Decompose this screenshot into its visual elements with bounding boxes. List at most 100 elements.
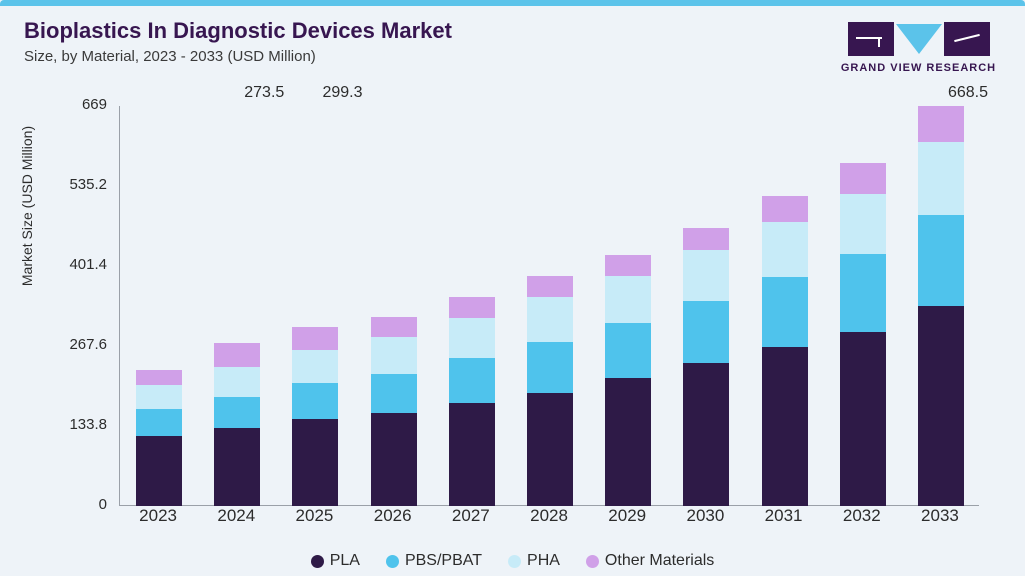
segment-pha-2023[interactable] (136, 385, 182, 409)
chart-title: Bioplastics In Diagnostic Devices Market (24, 18, 784, 44)
x-label-0: 2023 (119, 506, 197, 536)
x-label-8: 2031 (745, 506, 823, 536)
legend-dot-pbs-icon (386, 555, 399, 568)
chart-area: Market Size (USD Million) 0 133.8 267.6 … (24, 96, 1001, 552)
legend-label-pha: PHA (527, 552, 560, 570)
segment-other-2031[interactable] (762, 196, 808, 222)
segment-other-2025[interactable] (292, 327, 338, 350)
segment-pha-2026[interactable] (371, 337, 417, 374)
segment-pha-2033[interactable] (918, 142, 964, 214)
segment-pbs-2028[interactable] (527, 342, 573, 393)
legend-item-pha[interactable]: PHA (508, 552, 560, 570)
legend-dot-pla-icon (311, 555, 324, 568)
y-tick-4: 535.2 (32, 176, 107, 193)
bar-stack-2026[interactable] (371, 317, 417, 506)
segment-pha-2032[interactable] (840, 194, 886, 254)
segment-pla-2027[interactable] (449, 403, 495, 506)
bar-stack-2023[interactable] (136, 370, 182, 506)
legend-item-pbs[interactable]: PBS/PBAT (386, 552, 482, 570)
bar-col-2030 (667, 106, 745, 506)
bars-container: 273.5 299.3 (120, 106, 980, 506)
segment-pbs-2026[interactable] (371, 374, 417, 413)
segment-pla-2028[interactable] (527, 393, 573, 506)
segment-pla-2025[interactable] (292, 419, 338, 506)
segment-pbs-2033[interactable] (918, 215, 964, 307)
plot-area: 0 133.8 267.6 401.4 535.2 669 (119, 106, 979, 506)
segment-pla-2032[interactable] (840, 332, 886, 506)
segment-pbs-2030[interactable] (683, 301, 729, 363)
y-tick-2: 267.6 (32, 336, 107, 353)
segment-pha-2031[interactable] (762, 222, 808, 277)
segment-pbs-2032[interactable] (840, 254, 886, 332)
logo-triangle-icon (896, 24, 942, 54)
x-label-1: 2024 (197, 506, 275, 536)
segment-pbs-2024[interactable] (214, 397, 260, 429)
segment-pha-2025[interactable] (292, 350, 338, 384)
legend-item-pla[interactable]: PLA (311, 552, 360, 570)
y-tick-3: 401.4 (32, 256, 107, 273)
segment-other-2033[interactable] (918, 106, 964, 142)
y-tick-5: 669 (32, 96, 107, 113)
bar-col-2025: 299.3 (276, 106, 354, 506)
bar-stack-2029[interactable] (605, 255, 651, 506)
segment-pbs-2025[interactable] (292, 383, 338, 419)
segment-pbs-2029[interactable] (605, 323, 651, 378)
bar-stack-2027[interactable] (449, 297, 495, 506)
segment-pbs-2031[interactable] (762, 277, 808, 347)
segment-other-2026[interactable] (371, 317, 417, 337)
logo-right-bracket-icon (944, 22, 990, 56)
x-label-4: 2027 (432, 506, 510, 536)
segment-pla-2030[interactable] (683, 363, 729, 506)
x-axis-labels: 2023 2024 2025 2026 2027 2028 2029 2030 … (119, 506, 979, 536)
legend-item-other[interactable]: Other Materials (586, 552, 714, 570)
bar-col-2032 (824, 106, 902, 506)
segment-pla-2033[interactable] (918, 306, 964, 506)
bar-col-2033: 668.5 (902, 106, 980, 506)
chart-subtitle: Size, by Material, 2023 - 2033 (USD Mill… (24, 48, 784, 65)
bar-stack-2030[interactable] (683, 228, 729, 506)
legend-label-other: Other Materials (605, 552, 714, 570)
segment-other-2029[interactable] (605, 255, 651, 276)
segment-pbs-2027[interactable] (449, 358, 495, 403)
legend-label-pbs: PBS/PBAT (405, 552, 482, 570)
segment-pla-2029[interactable] (605, 378, 651, 506)
top-accent-bar (0, 0, 1025, 6)
segment-other-2027[interactable] (449, 297, 495, 318)
segment-other-2023[interactable] (136, 370, 182, 385)
x-label-3: 2026 (354, 506, 432, 536)
bar-stack-2024[interactable]: 273.5 (214, 342, 260, 506)
bar-stack-2028[interactable] (527, 276, 573, 506)
segment-other-2028[interactable] (527, 276, 573, 297)
bar-stack-2025[interactable]: 299.3 (292, 327, 338, 506)
logo-text: GRAND VIEW RESEARCH (836, 62, 1001, 74)
segment-other-2032[interactable] (840, 163, 886, 194)
segment-pha-2029[interactable] (605, 276, 651, 323)
bar-stack-2032[interactable] (840, 163, 886, 506)
bar-col-2024: 273.5 (198, 106, 276, 506)
segment-pha-2027[interactable] (449, 318, 495, 359)
segment-pla-2031[interactable] (762, 347, 808, 506)
x-label-10: 2033 (901, 506, 979, 536)
segment-pla-2024[interactable] (214, 428, 260, 506)
bar-stack-2033[interactable]: 668.5 (918, 106, 964, 506)
segment-pbs-2023[interactable] (136, 409, 182, 435)
segment-pla-2026[interactable] (371, 413, 417, 506)
legend-label-pla: PLA (330, 552, 360, 570)
chart-page: Bioplastics In Diagnostic Devices Market… (0, 0, 1025, 576)
segment-pha-2024[interactable] (214, 367, 260, 397)
segment-pha-2028[interactable] (527, 297, 573, 342)
logo-mark (836, 22, 1001, 56)
x-label-6: 2029 (588, 506, 666, 536)
segment-other-2024[interactable] (214, 343, 260, 367)
segment-pla-2023[interactable] (136, 436, 182, 507)
header-block: Bioplastics In Diagnostic Devices Market… (24, 18, 784, 65)
legend-dot-other-icon (586, 555, 599, 568)
bar-col-2027 (433, 106, 511, 506)
segment-pha-2030[interactable] (683, 250, 729, 301)
y-tick-0: 0 (32, 496, 107, 513)
segment-other-2030[interactable] (683, 228, 729, 251)
bar-stack-2031[interactable] (762, 196, 808, 507)
legend-dot-pha-icon (508, 555, 521, 568)
bar-col-2029 (589, 106, 667, 506)
x-label-7: 2030 (666, 506, 744, 536)
